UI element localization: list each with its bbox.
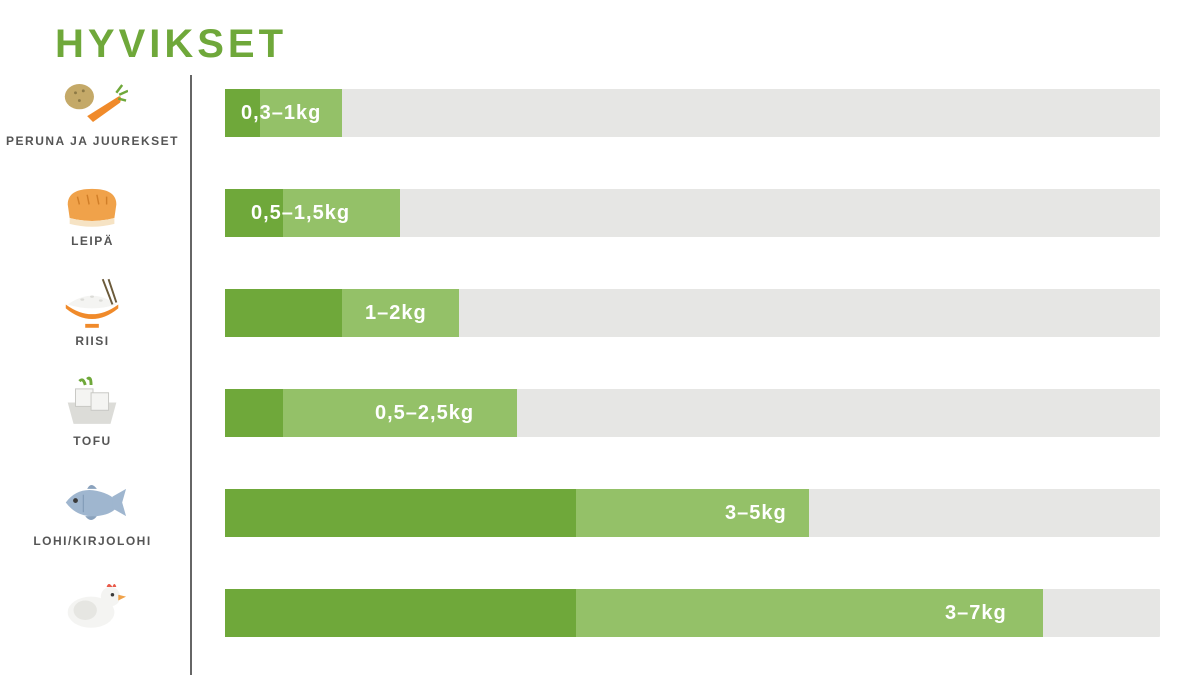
bar-min-segment bbox=[225, 489, 576, 537]
bar-min-segment bbox=[225, 289, 342, 337]
food-label: LOHI/KIRJOLOHI bbox=[0, 534, 185, 548]
chart-row: TOFU 0,5–2,5kg bbox=[0, 375, 1160, 475]
food-label: TOFU bbox=[0, 434, 185, 448]
tofu-icon bbox=[58, 375, 128, 430]
chart-row: PERUNA JA JUUREKSET 0,3–1kg bbox=[0, 75, 1160, 175]
bar-value-label: 1–2kg bbox=[365, 289, 427, 337]
food-label: RIISI bbox=[0, 334, 185, 348]
bar-value-label: 0,3–1kg bbox=[241, 89, 321, 137]
page-title: HYVIKSET bbox=[55, 22, 287, 67]
chart-row: LEIPÄ 0,5–1,5kg bbox=[0, 175, 1160, 275]
chart-rows: PERUNA JA JUUREKSET 0,3–1kg LEIPÄ 0,5–1,5kg… bbox=[0, 75, 1200, 675]
bar-track: 0,5–1,5kg bbox=[225, 189, 1160, 237]
chicken-icon bbox=[58, 575, 128, 630]
bar-track: 3–5kg bbox=[225, 489, 1160, 537]
potato-carrot-icon bbox=[58, 75, 128, 130]
value-bar bbox=[225, 589, 1043, 637]
bar-track: 1–2kg bbox=[225, 289, 1160, 337]
food-label: PERUNA JA JUUREKSET bbox=[0, 134, 185, 148]
icon-column: TOFU bbox=[0, 375, 185, 475]
chart-row: 3–7kg bbox=[0, 575, 1160, 675]
bar-track: 0,5–2,5kg bbox=[225, 389, 1160, 437]
bar-value-label: 0,5–2,5kg bbox=[375, 389, 474, 437]
bar-value-label: 3–7kg bbox=[945, 589, 1007, 637]
salmon-icon bbox=[58, 475, 128, 530]
rice-icon bbox=[58, 275, 128, 330]
icon-column: LOHI/KIRJOLOHI bbox=[0, 475, 185, 575]
icon-column: RIISI bbox=[0, 275, 185, 375]
icon-column: LEIPÄ bbox=[0, 175, 185, 275]
bread-icon bbox=[58, 175, 128, 230]
chart-row: RIISI 1–2kg bbox=[0, 275, 1160, 375]
infographic-page: HYVIKSET PERUNA JA JUUREKSET 0,3–1kg LEIPÄ… bbox=[0, 0, 1200, 675]
food-label: LEIPÄ bbox=[0, 234, 185, 248]
chart-row: LOHI/KIRJOLOHI 3–5kg bbox=[0, 475, 1160, 575]
bar-track: 0,3–1kg bbox=[225, 89, 1160, 137]
bar-value-label: 3–5kg bbox=[725, 489, 787, 537]
icon-column: PERUNA JA JUUREKSET bbox=[0, 75, 185, 175]
icon-column bbox=[0, 575, 185, 675]
bar-value-label: 0,5–1,5kg bbox=[251, 189, 350, 237]
value-bar bbox=[225, 489, 809, 537]
bar-min-segment bbox=[225, 589, 576, 637]
bar-track: 3–7kg bbox=[225, 589, 1160, 637]
bar-min-segment bbox=[225, 389, 283, 437]
